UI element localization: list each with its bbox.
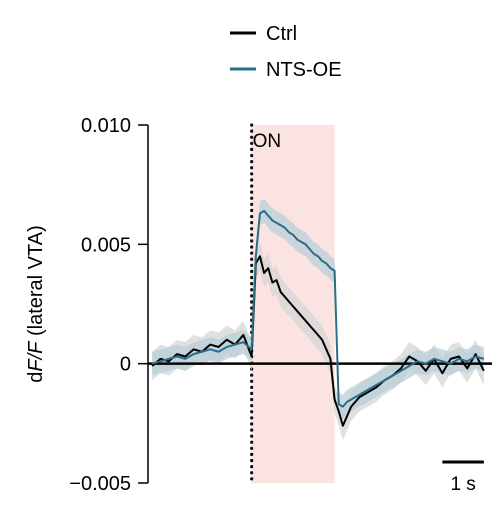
scale-bar: 1 s bbox=[442, 460, 484, 495]
series-line-1 bbox=[151, 255, 485, 427]
y-axis-label: dF/F (lateral VTA) bbox=[25, 225, 47, 382]
y-tick-label: −0.005 bbox=[69, 473, 131, 495]
stimulus-layer: ON bbox=[250, 123, 335, 485]
scale-bar-label: 1 s bbox=[450, 474, 475, 495]
y-axis-label-prefix: d bbox=[25, 372, 47, 383]
legend-label-1: Ctrl bbox=[266, 23, 297, 45]
legend-label-2: NTS-OE bbox=[266, 59, 342, 81]
y-tick-label: 0.010 bbox=[81, 115, 131, 137]
y-axis-label-suffix: (lateral VTA) bbox=[25, 225, 47, 341]
series-lines bbox=[151, 209, 485, 427]
y-axis-label-italic: F/F bbox=[25, 340, 47, 372]
stimulus-label: ON bbox=[253, 131, 282, 152]
sem-band-1 bbox=[152, 241, 484, 441]
y-axis: 0.010 0.005 0 −0.005 bbox=[69, 115, 149, 495]
y-tick-label: 0 bbox=[120, 354, 131, 376]
legend: Ctrl NTS-OE bbox=[230, 23, 342, 81]
y-tick-label: 0.005 bbox=[81, 234, 131, 256]
series-line-2 bbox=[151, 209, 485, 408]
